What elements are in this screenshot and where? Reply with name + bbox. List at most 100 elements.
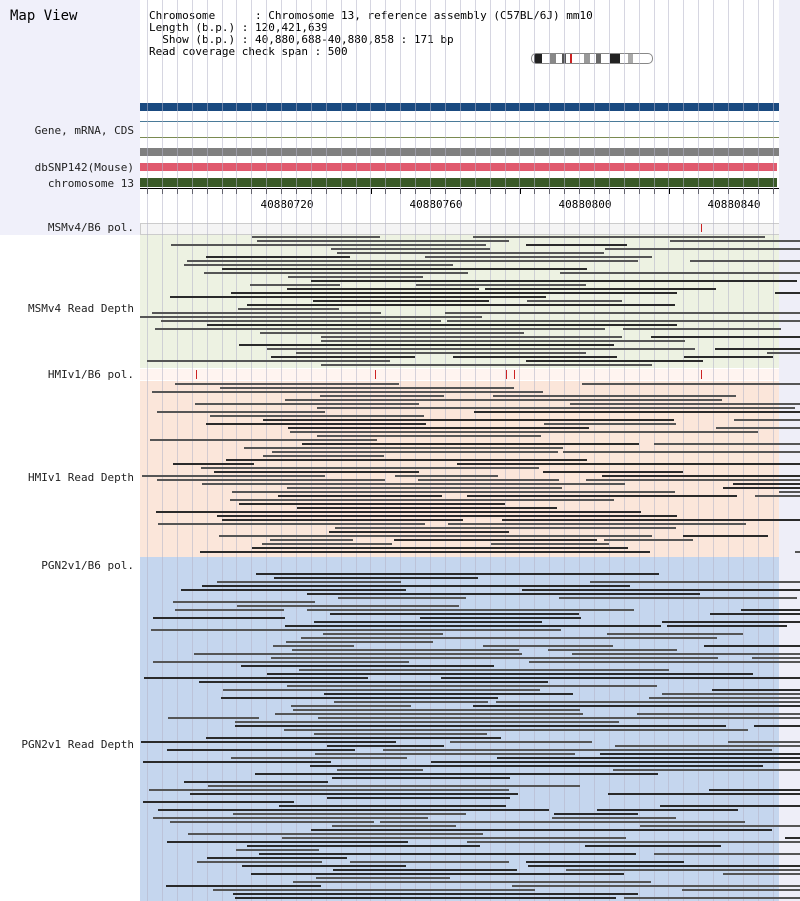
ruler-tick-label: 40880760 (409, 198, 463, 211)
grid-line (758, 0, 759, 901)
read-segment (293, 709, 580, 711)
read-segment (741, 609, 800, 611)
read-segment (315, 753, 575, 755)
read-segment (502, 519, 800, 521)
grid-line (192, 0, 193, 901)
read-segment (329, 531, 509, 533)
read-segment (544, 423, 676, 425)
grid-line (326, 0, 327, 901)
read-segment (604, 539, 693, 541)
read-segment (149, 789, 509, 791)
read-segment (231, 292, 677, 294)
ruler-tick (520, 188, 521, 194)
read-segment (207, 857, 347, 859)
read-segment (447, 320, 800, 322)
read-segment (754, 725, 800, 727)
read-segment (662, 621, 800, 623)
grid-line (147, 0, 148, 901)
ruler-baseline (140, 188, 779, 189)
read-segment (223, 689, 540, 691)
read-segment (267, 348, 695, 350)
read-segment (554, 813, 638, 815)
read-segment (157, 479, 385, 481)
read-segment (527, 300, 622, 302)
read-segment (242, 865, 406, 867)
hmi-depth-label: HMIv1 Read Depth (28, 471, 134, 484)
read-segment (213, 889, 535, 891)
grid-line (460, 0, 461, 901)
read-segment (232, 491, 675, 493)
read-segment (272, 451, 558, 453)
grid-line (534, 0, 535, 901)
read-segment (307, 593, 700, 595)
read-segment (173, 601, 315, 603)
read-segment (250, 284, 340, 286)
read-segment (684, 356, 773, 358)
read-segment (613, 769, 800, 771)
read-segment (235, 721, 619, 723)
read-segment (767, 352, 800, 354)
length-line: Length (b.p.) : 120,421,639 (149, 21, 328, 34)
read-segment (166, 885, 321, 887)
read-segment (529, 661, 800, 663)
grid-line (356, 0, 357, 901)
read-segment (187, 260, 638, 262)
read-segment (723, 487, 800, 489)
read-segment (237, 605, 459, 607)
read-segment (317, 407, 795, 409)
read-segment (723, 873, 800, 875)
read-segment (273, 645, 354, 647)
read-segment (297, 507, 557, 509)
read-segment (425, 256, 652, 258)
grid-line (266, 0, 267, 901)
read-segment (311, 280, 797, 282)
read-segment (210, 415, 424, 417)
pgn-depth-label: PGN2v1 Read Depth (21, 738, 134, 751)
read-segment (173, 463, 254, 465)
read-segment (302, 443, 639, 445)
read-segment (256, 573, 659, 575)
ideogram-band (550, 54, 556, 63)
mrna-line (140, 121, 779, 122)
snp-marker (701, 370, 702, 379)
read-segment (167, 841, 408, 843)
read-segment (314, 621, 542, 623)
read-segment (161, 320, 441, 322)
read-segment (651, 336, 800, 338)
right-scroll-strip (779, 0, 800, 901)
read-segment (152, 312, 381, 314)
grid-line (296, 0, 297, 901)
dbsnp-bar (140, 163, 777, 171)
read-segment (252, 547, 628, 549)
read-segment (282, 837, 626, 839)
snp-marker (506, 370, 507, 379)
pgn-pol-strip (140, 558, 779, 572)
read-segment (199, 681, 548, 683)
read-segment (255, 773, 658, 775)
read-segment (649, 697, 800, 699)
read-segment (238, 308, 339, 310)
read-segment (153, 617, 285, 619)
read-segment (654, 443, 800, 445)
read-segment (338, 597, 466, 599)
snp-marker (375, 370, 376, 379)
gene-track-label: Gene, mRNA, CDS (34, 124, 134, 137)
read-segment (184, 264, 453, 266)
read-segment (274, 577, 478, 579)
read-segment (288, 276, 423, 278)
read-segment (473, 236, 765, 238)
read-segment (335, 527, 676, 529)
ruler-tick-label: 40880720 (260, 198, 314, 211)
read-segment (605, 248, 800, 250)
read-segment (350, 861, 509, 863)
read-segment (590, 581, 800, 583)
read-segment (526, 360, 703, 362)
read-segment (206, 256, 350, 258)
chromosome-ideogram[interactable] (531, 53, 653, 64)
read-segment (285, 625, 661, 627)
read-segment (327, 745, 444, 747)
read-segment (263, 455, 384, 457)
read-segment (153, 661, 409, 663)
read-segment (496, 701, 800, 703)
read-segment (219, 535, 652, 537)
